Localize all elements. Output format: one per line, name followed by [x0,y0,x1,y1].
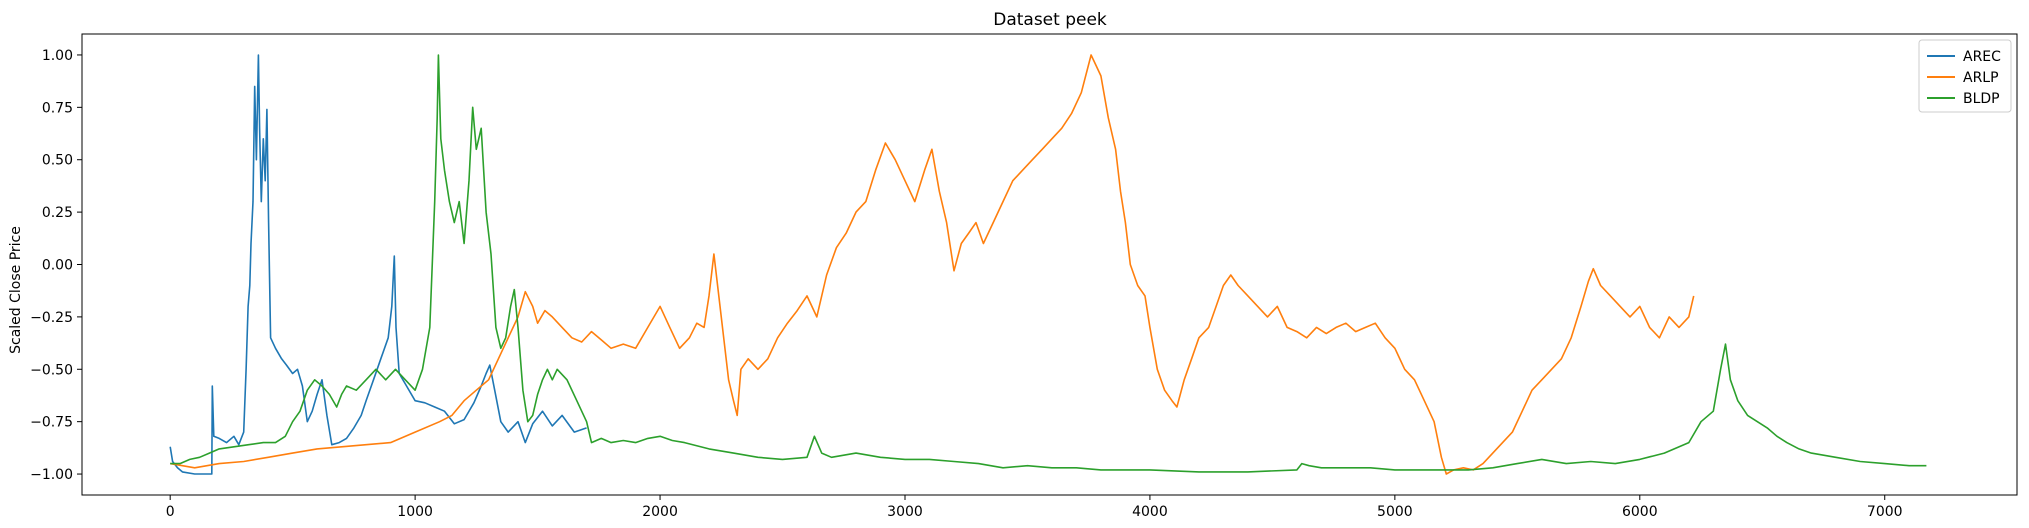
y-tick-label: −0.50 [30,362,73,378]
y-tick-label: −0.25 [30,310,73,326]
y-axis: −1.00 −0.75 −0.50 −0.25 0.00 0.25 0.50 0.75 1.00 [30,48,82,483]
x-tick-label: 0 [166,504,175,520]
series-layer [169,54,1927,475]
legend-label-arlp: ARLP [1963,70,1999,86]
legend-label-arec: AREC [1963,49,2001,65]
plot-frame [81,33,2018,496]
x-tick-label: 2000 [642,504,678,520]
y-tick-label: 1.00 [42,48,73,64]
series-line-arec [169,54,587,475]
y-tick-label: 0.00 [42,258,73,274]
series-line-bldp [170,54,1927,473]
x-tick-label: 7000 [1867,504,1903,520]
chart-title: Dataset peek [993,10,1107,30]
legend: AREC ARLP BLDP [1918,39,2012,113]
y-tick-label: −0.75 [30,415,73,431]
legend-box [1918,39,2012,113]
legend-label-bldp: BLDP [1963,91,2000,107]
x-axis: 0 1000 2000 3000 4000 5000 6000 7000 [166,495,1903,520]
y-tick-label: −1.00 [30,467,73,483]
y-tick-label: 0.25 [42,205,73,221]
y-tick-label: 0.75 [42,100,73,116]
series-line-arlp [170,54,1695,475]
x-tick-label: 1000 [397,504,433,520]
x-tick-label: 5000 [1377,504,1413,520]
y-tick-label: 0.50 [42,153,73,169]
x-tick-label: 4000 [1132,504,1168,520]
x-tick-label: 6000 [1622,504,1658,520]
y-axis-label: Scaled Close Price [8,226,24,354]
x-tick-label: 3000 [887,504,923,520]
